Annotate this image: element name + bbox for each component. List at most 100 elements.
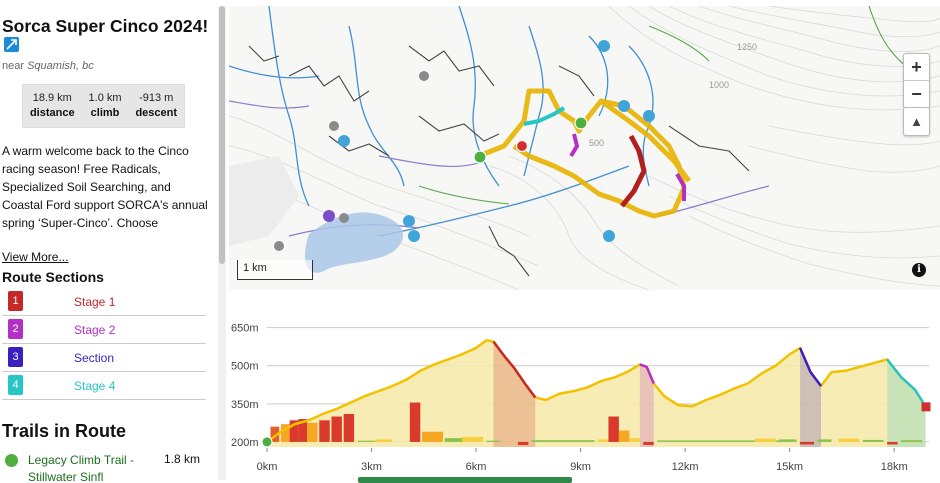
end-marker-icon[interactable] [515, 139, 529, 153]
stat-climb: 1.0 km climb [88, 92, 122, 119]
segment-shade-stage-4 [887, 359, 926, 447]
elevation-chart-svg[interactable]: 650m 500m 350m 200m 0km 3km 6km 9km 12km 15km 18km [229, 292, 940, 477]
gradient-bar [307, 422, 318, 442]
map-info-icon[interactable]: i [912, 263, 926, 277]
map-scale-bar: 1 km [237, 260, 313, 280]
route-sections-heading: Route Sections [2, 269, 104, 285]
zoom-out-button[interactable]: − [911, 84, 922, 104]
elevation-area-fill [267, 340, 926, 447]
external-link-icon[interactable] [4, 37, 19, 52]
gradient-bar [754, 438, 776, 442]
stage-4-map-segment[interactable] [523, 106, 566, 126]
gradient-bar [862, 439, 884, 442]
lake-shape [304, 212, 404, 273]
chart-scroll-handle[interactable] [358, 477, 572, 483]
gradient-bar [280, 424, 290, 442]
map-green-trails [418, 6, 920, 205]
route-sidebar: Sorca Super Cinco 2024! near Squamish, b… [0, 0, 218, 483]
section-name[interactable]: Section [74, 351, 115, 365]
segment-line-stage-2[interactable] [639, 363, 655, 384]
stat-descent: -913 m descent [135, 92, 178, 119]
zoom-controls: + − [903, 53, 930, 109]
gradient-bar [618, 430, 630, 442]
section-row-stage-1[interactable]: 1 Stage 1 [2, 288, 206, 316]
contour-label: 1000 [709, 80, 729, 90]
segment-shade-stage-1 [493, 341, 536, 447]
gradient-bar [375, 439, 393, 442]
gradient-bar [901, 440, 923, 442]
gradient-bar [422, 431, 443, 442]
location-name[interactable]: Squamish, bc [27, 60, 94, 72]
gradient-bar [357, 440, 376, 442]
zoom-in-button[interactable]: + [904, 54, 929, 81]
section-row-stage-4[interactable]: 4 Stage 4 [2, 372, 206, 400]
gradient-bar [331, 416, 342, 442]
route-path[interactable] [478, 88, 691, 219]
compass-north-icon[interactable]: ▲ [910, 114, 923, 129]
gradient-bar [444, 438, 466, 442]
compass-control: ▲ [903, 107, 930, 136]
sidebar-scrollbar[interactable] [218, 6, 226, 480]
gradient-bar [319, 420, 330, 442]
route-description: A warm welcome back to the Cinco racing … [2, 144, 208, 230]
elevation-chart[interactable]: 650m 500m 350m 200m 0km 3km 6km 9km 12km 15km 18km [229, 292, 940, 477]
segment-shade-stage-2 [639, 364, 654, 447]
x-tick-label: 15km [776, 461, 803, 473]
section-name[interactable]: Stage 1 [74, 295, 116, 309]
section-name[interactable]: Stage 2 [74, 323, 116, 337]
section-name[interactable]: Stage 4 [74, 379, 116, 393]
section-number-badge: 1 [8, 291, 23, 311]
segment-line-stage-1[interactable] [492, 340, 537, 399]
gradient-bar [289, 420, 299, 442]
map-trail-network [248, 45, 750, 277]
map-canvas[interactable]: 1250 1000 500 [229, 6, 940, 290]
gradient-bar [887, 441, 898, 445]
x-tick-label: 9km [570, 461, 591, 473]
chart-start-marker-icon [261, 436, 273, 448]
x-tick-label: 3km [361, 461, 382, 473]
start-marker-icon[interactable] [473, 150, 487, 164]
y-tick-label: 650m [231, 323, 259, 335]
gradient-bar [629, 438, 640, 442]
section-number-badge: 4 [8, 375, 23, 395]
segment-line-section[interactable] [798, 347, 822, 387]
trail-difficulty-dot-icon [5, 454, 18, 467]
gradient-bar [817, 439, 832, 442]
gradient-bar [343, 413, 355, 442]
section-row-stage-2[interactable]: 2 Stage 2 [2, 316, 206, 344]
section-row-section-3[interactable]: 3 Section [2, 344, 206, 372]
section-number-badge: 3 [8, 347, 23, 367]
x-tick-label: 12km [672, 461, 699, 473]
route-title: Sorca Super Cinco 2024! [2, 17, 212, 55]
contour-label: 500 [589, 138, 604, 148]
y-tick-label: 200m [231, 437, 259, 449]
route-map[interactable]: 1250 1000 500 [229, 6, 940, 290]
stat-distance: 18.9 km distance [29, 92, 75, 119]
route-stats: 18.9 km distance 1.0 km climb -913 m des… [22, 84, 185, 128]
segment-line-stage-4[interactable] [886, 358, 927, 408]
stage-1-map-segment[interactable] [620, 134, 647, 208]
trail-name-link[interactable]: Legacy Climb Trail - Stillwater Sinfl [28, 453, 135, 481]
contour-label: 1250 [737, 42, 757, 52]
trail-row[interactable]: Legacy Climb Trail - Stillwater Sinfl 1.… [4, 451, 204, 481]
stage-3-map-segment[interactable] [675, 172, 686, 201]
urban-area [229, 156, 299, 246]
gradient-bar [517, 441, 529, 445]
gradient-bar [598, 439, 609, 442]
scrollbar-thumb[interactable] [219, 6, 225, 264]
trails-in-route-heading: Trails in Route [2, 421, 127, 441]
segment-shade-section [800, 347, 821, 447]
gradient-bar [486, 440, 501, 442]
waypoint-marker-icon[interactable] [574, 116, 588, 130]
gradient-bar [462, 436, 484, 442]
section-number-badge: 2 [8, 319, 23, 339]
route-sections-list: 1 Stage 1 2 Stage 2 3 Section 4 Stage 4 [2, 288, 206, 400]
y-tick-label: 500m [231, 361, 259, 373]
gradient-bar [643, 441, 654, 445]
stage-2-map-segment[interactable] [569, 133, 580, 158]
gradient-bar [838, 438, 860, 442]
map-poi-icons[interactable] [274, 40, 655, 251]
x-tick-label: 18km [881, 461, 908, 473]
view-more-link[interactable]: View More... [2, 250, 69, 264]
route-title-text: Sorca Super Cinco 2024! [2, 16, 209, 36]
